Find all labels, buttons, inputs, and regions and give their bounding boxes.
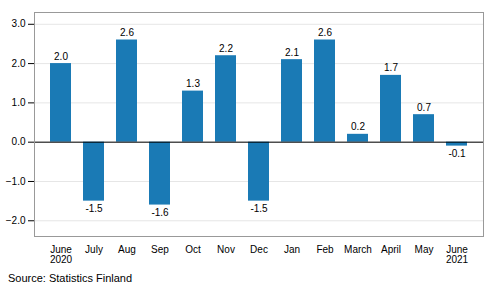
svg-text:Sep: Sep [151, 244, 169, 255]
svg-text:May: May [415, 244, 434, 255]
svg-text:July: July [85, 244, 103, 255]
svg-text:1.7: 1.7 [384, 62, 398, 73]
svg-text:1.3: 1.3 [186, 78, 200, 89]
html-text:Source: Statistics Finland: Source: Statistics Finland [8, 272, 133, 284]
svg-text:2.6: 2.6 [318, 27, 332, 38]
svg-text:-0.1: -0.1 [448, 148, 466, 159]
svg-text:March: March [344, 244, 372, 255]
svg-text:2.0: 2.0 [54, 51, 68, 62]
svg-text:0.0: 0.0 [12, 136, 26, 147]
svg-text:2.6: 2.6 [120, 27, 134, 38]
svg-text:April: April [381, 244, 401, 255]
svg-text:Aug: Aug [118, 244, 136, 255]
svg-text:−1.0: −1.0 [6, 176, 26, 187]
svg-text:Nov: Nov [217, 244, 235, 255]
svg-text:-1.6: -1.6 [151, 207, 169, 218]
svg-text:-1.5: -1.5 [250, 203, 268, 214]
svg-text:June2020: June2020 [50, 244, 73, 265]
svg-text:Jan: Jan [284, 244, 300, 255]
svg-text:Feb: Feb [316, 244, 334, 255]
svg-text:2.1: 2.1 [285, 47, 299, 58]
svg-text:0.2: 0.2 [351, 121, 365, 132]
svg-text:2.2: 2.2 [219, 43, 233, 54]
svg-text:3.0: 3.0 [12, 18, 26, 29]
svg-text:2.0: 2.0 [12, 58, 26, 69]
svg-text:Oct: Oct [185, 244, 201, 255]
svg-text:1.0: 1.0 [12, 97, 26, 108]
svg-text:0.7: 0.7 [417, 102, 431, 113]
svg-text:June2021: June2021 [446, 244, 469, 265]
svg-text:−2.0: −2.0 [6, 215, 26, 226]
svg-text:-1.5: -1.5 [85, 203, 103, 214]
svg-text:Dec: Dec [250, 244, 268, 255]
